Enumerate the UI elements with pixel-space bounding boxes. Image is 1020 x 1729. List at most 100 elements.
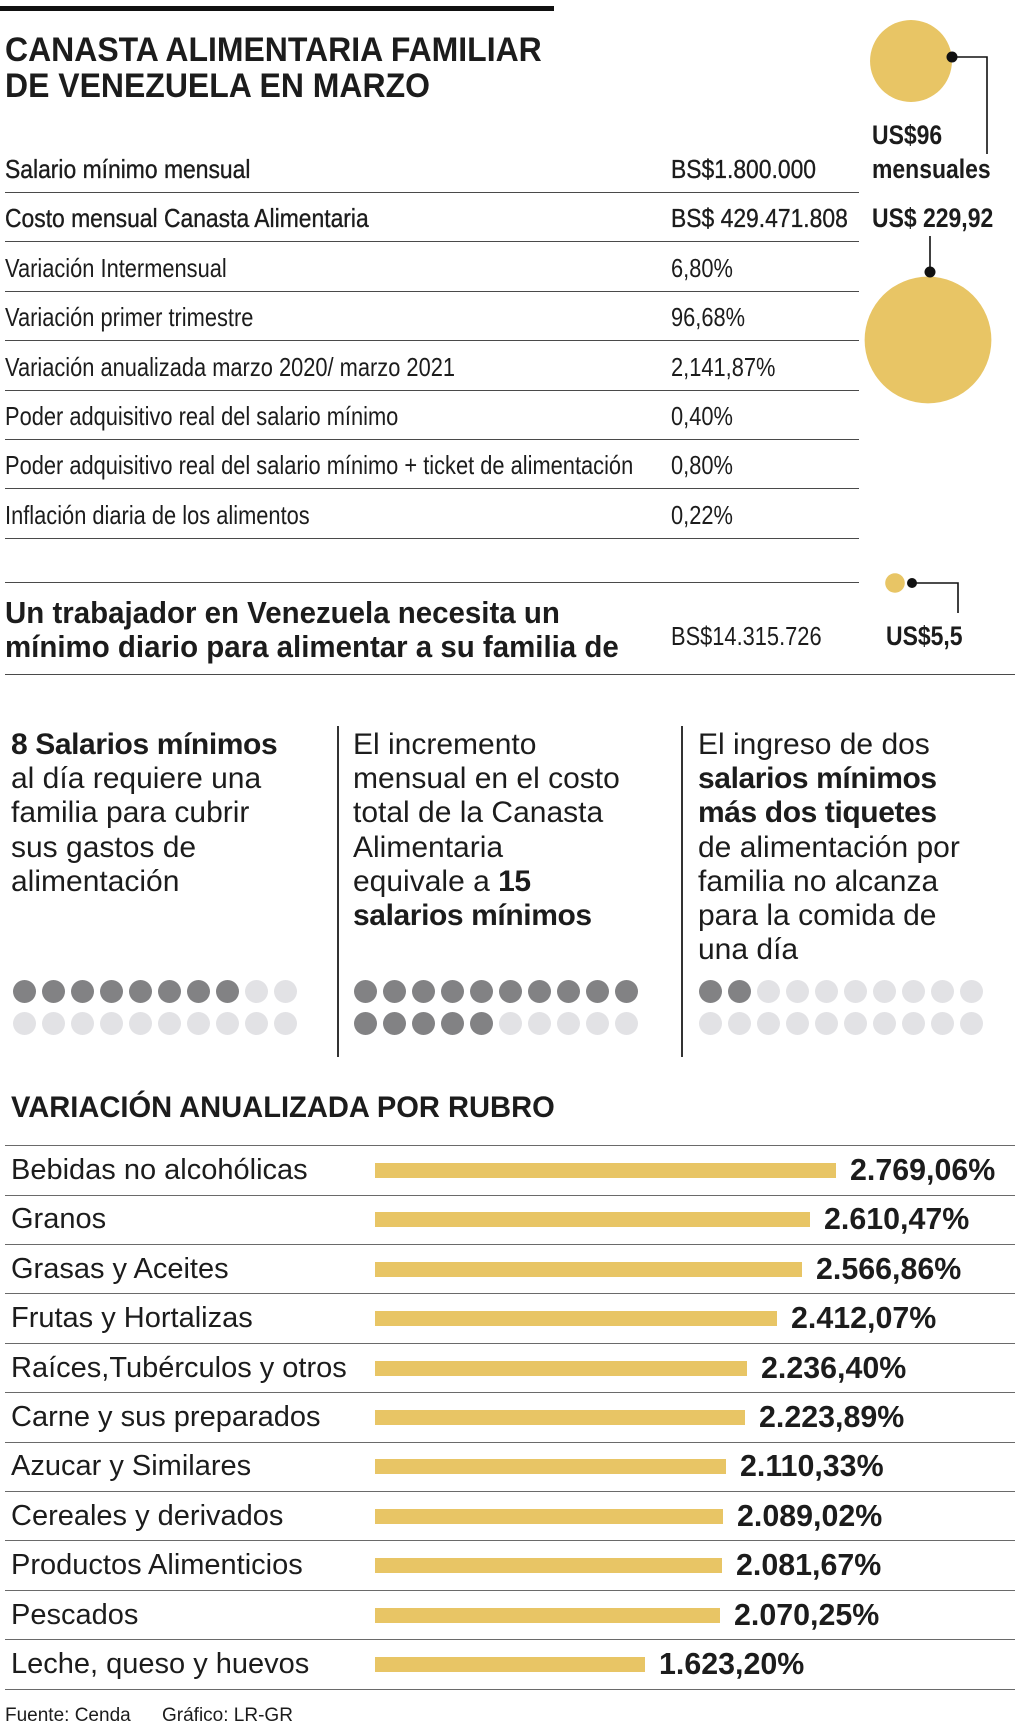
salary-dot-empty: [244, 979, 268, 1003]
chart-row: Bebidas no alcohólicas 2.769,06%: [0, 1153, 1020, 1187]
chart-row: Granos 2.610,47%: [0, 1202, 1020, 1236]
fact-line: total de la Canasta: [353, 796, 620, 830]
fact-text: de alimentación por: [698, 830, 960, 864]
table-row-label: Variación Intermensual: [5, 252, 227, 283]
chart-row-rule: [5, 1293, 1015, 1295]
salary-dot-empty: [273, 1011, 297, 1035]
bar-value-label: 2.769,06%: [850, 1152, 996, 1187]
column-divider: [681, 726, 683, 1057]
fact-column-income-shortfall: El ingreso de dos salarios mínimos más dos…: [698, 728, 960, 967]
bar-value-label: 2.412,07%: [790, 1300, 936, 1336]
salary-dot-empty: [930, 1011, 954, 1035]
table-row: Inflación diaria de los alimentos 0,22%: [0, 500, 860, 530]
bar-category-label: Bebidas no alcohólicas: [11, 1154, 308, 1186]
bar-value-label: 2.566,86%: [816, 1250, 962, 1286]
daily-need-text: Un trabajador en Venezuela necesita un m…: [5, 596, 619, 664]
bar-category-label: Grasas y Aceites: [11, 1252, 229, 1285]
chart-row: Leche, queso y huevos 1.623,20%: [0, 1647, 1020, 1681]
bar-value-label: 2.089,02%: [736, 1497, 883, 1533]
salary-dot-filled: [411, 979, 435, 1003]
table-row-value: BS$1.800.000: [671, 154, 817, 184]
chart-row-rule: [5, 1342, 1015, 1344]
salary-dot-empty: [157, 1011, 181, 1035]
salary-dot-filled: [41, 979, 65, 1003]
bar-value-label: 2.070,25%: [733, 1596, 879, 1632]
bar: [375, 1261, 803, 1277]
salary-dot-empty: [756, 979, 780, 1003]
salary-usd-circle: [870, 20, 952, 102]
fact-highlight: salarios mínimos: [698, 762, 937, 796]
salary-dot-filled: [382, 979, 406, 1003]
page-title: CANASTA ALIMENTARIA FAMILIAR DE VENEZUEL…: [5, 32, 542, 104]
bar-category-label: Leche, queso y huevos: [11, 1648, 310, 1680]
basket-usd-circle: [864, 276, 992, 404]
daily-need-line-1: Un trabajador en Venezuela necesita un: [5, 595, 560, 630]
salary-dot-filled: [469, 1011, 493, 1035]
fact-line: de alimentación por: [698, 831, 960, 865]
fact-line: El incremento: [353, 728, 620, 762]
table-row-label: Variación primer trimestre: [5, 302, 254, 333]
salary-dot-filled: [498, 979, 522, 1003]
bar-category-label: Carne y sus preparados: [11, 1401, 321, 1433]
daily-need-line-2: mínimo diario para alimentar a su famili…: [5, 629, 619, 664]
daily-need-bs-value: BS$14.315.726: [671, 621, 822, 651]
fact-text: mensual en el costo: [353, 762, 620, 796]
fact-text: sus gastos de: [11, 830, 197, 864]
daily-usd-circle: [885, 573, 905, 593]
salary-dot-empty: [785, 1011, 809, 1035]
fact-text: total de la Canasta: [353, 796, 604, 830]
fact-text: al día requiere una: [11, 762, 262, 796]
salary-dot-empty: [556, 1011, 580, 1035]
fact-text: equivale a: [353, 864, 499, 898]
chart-title: VARIACIÓN ANUALIZADA POR RUBRO: [11, 1091, 555, 1124]
salary-dot-filled: [527, 979, 551, 1003]
salary-dot-filled: [585, 979, 609, 1003]
salary-dot-empty: [872, 979, 896, 1003]
fact-text: alimentación: [11, 864, 180, 898]
bar-value-label: 2.223,89%: [759, 1399, 905, 1434]
bar: [375, 1459, 727, 1475]
bar-category-label: Frutas y Hortalizas: [11, 1302, 253, 1335]
salary-dot-empty: [843, 1011, 867, 1035]
chart-row-rule: [5, 1441, 1015, 1443]
salary-dot-filled: [99, 979, 123, 1003]
salary-dot-filled: [698, 979, 722, 1003]
salary-dot-filled: [186, 979, 210, 1003]
fact-text: El ingreso de dos: [698, 728, 930, 761]
basket-usd-value: US$ 229,92: [872, 203, 994, 233]
salary-dot-empty: [186, 1011, 210, 1035]
salary-connector-dot: [946, 51, 958, 63]
salary-dot-empty: [814, 1011, 838, 1035]
salary-connector-line: [952, 56, 988, 154]
fact-line: alimentación: [11, 865, 277, 899]
fact-text: familia para cubrir: [11, 796, 250, 830]
table-row-value: 0,80%: [671, 450, 733, 481]
salary-dot-empty: [273, 979, 297, 1003]
salary-dot-empty: [698, 1011, 722, 1035]
chart-row-rule: [5, 1145, 1015, 1146]
table-row-value: 0,40%: [671, 401, 733, 431]
daily-bottom-rule: [5, 674, 1015, 675]
chart-row: Cereales y derivados 2.089,02%: [0, 1497, 1020, 1533]
salary-dot-filled: [128, 979, 152, 1003]
bar: [375, 1410, 746, 1425]
table-row-rule: [5, 290, 859, 292]
chart-row: Grasas y Aceites 2.566,86%: [0, 1250, 1020, 1286]
table-row-rule: [5, 192, 859, 193]
salary-dot-empty: [70, 1011, 94, 1035]
bar: [375, 1558, 722, 1574]
bar-category-label: Raíces,Tubérculos y otros: [11, 1351, 347, 1384]
fact-highlight: salarios mínimos: [353, 899, 592, 933]
chart-row-rule: [5, 1490, 1015, 1492]
salary-dot-empty: [901, 1011, 925, 1035]
fact-text: Alimentaria: [353, 830, 504, 864]
salary-dot-empty: [99, 1011, 123, 1035]
bar: [375, 1212, 810, 1228]
bar-category-label: Cereales y derivados: [11, 1499, 284, 1532]
table-row-value: 0,22%: [671, 499, 733, 530]
chart-row: Productos Alimenticios 2.081,67%: [0, 1548, 1020, 1582]
bar-value-label: 2.110,33%: [740, 1448, 884, 1484]
bar: [375, 1163, 836, 1178]
fact-line: El ingreso de dos: [698, 728, 960, 762]
table-row-label: Salario mínimo mensual: [5, 154, 251, 184]
